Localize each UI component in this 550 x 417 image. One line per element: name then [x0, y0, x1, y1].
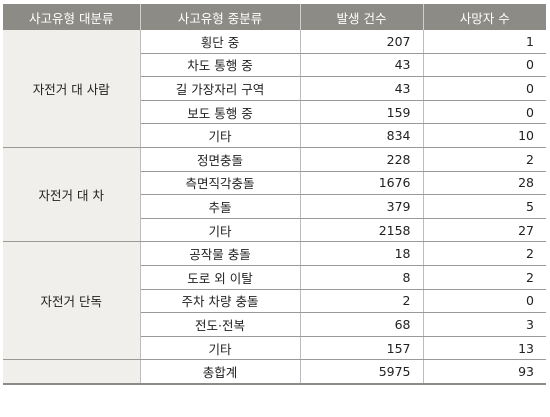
total-blank-cell [3, 359, 141, 385]
deaths-cell: 2 [423, 147, 546, 172]
sub-category-cell: 기타 [140, 218, 301, 243]
deaths-cell: 0 [423, 289, 546, 314]
sub-category-cell: 도로 외 이탈 [140, 265, 301, 290]
deaths-cell: 2 [423, 265, 546, 290]
count-cell: 2158 [300, 218, 424, 243]
count-cell: 2 [300, 289, 424, 314]
total-row: 총합계 5975 93 [3, 359, 546, 385]
count-cell: 18 [300, 241, 424, 266]
count-cell: 43 [300, 76, 424, 101]
header-row: 사고유형 대분류 사고유형 중분류 발생 건수 사망자 수 [3, 4, 546, 30]
count-cell: 157 [300, 336, 424, 361]
deaths-cell: 0 [423, 76, 546, 101]
deaths-cell: 3 [423, 312, 546, 337]
deaths-cell: 27 [423, 218, 546, 243]
table-row: 자전거 대 차 정면충돌 228 2 [3, 147, 546, 243]
deaths-cell: 0 [423, 100, 546, 125]
count-cell: 228 [300, 147, 424, 172]
major-category-cell: 자전거 대 사람 [3, 30, 141, 148]
table-row: 전도·전복 68 3 [3, 312, 546, 337]
count-cell: 159 [300, 100, 424, 125]
deaths-cell: 13 [423, 336, 546, 361]
major-category-cell: 자전거 대 차 [3, 147, 141, 243]
table-row: 기타 2158 27 [3, 218, 546, 243]
table-row: 자전거 대 사람 횡단 중 207 1 [3, 30, 546, 148]
total-count-cell: 5975 [300, 359, 424, 385]
table-row: 도로 외 이탈 8 2 [3, 265, 546, 290]
deaths-cell: 1 [423, 30, 546, 54]
accident-statistics-table: 사고유형 대분류 사고유형 중분류 발생 건수 사망자 수 자전거 대 사람 횡… [3, 4, 546, 385]
table-row: 주차 차량 충돌 2 0 [3, 289, 546, 314]
header-count: 발생 건수 [300, 4, 424, 30]
count-cell: 379 [300, 194, 424, 219]
sub-category-cell: 정면충돌 [140, 147, 301, 172]
header-deaths: 사망자 수 [423, 4, 546, 30]
total-deaths-cell: 93 [423, 359, 546, 385]
sub-category-cell: 전도·전복 [140, 312, 301, 337]
table-row: 자전거 단독 공작물 충돌 18 2 [3, 241, 546, 361]
sub-category-cell: 공작물 충돌 [140, 241, 301, 266]
sub-category-cell: 길 가장자리 구역 [140, 76, 301, 101]
header-major-category: 사고유형 대분류 [3, 4, 141, 30]
count-cell: 1676 [300, 171, 424, 196]
deaths-cell: 2 [423, 241, 546, 266]
sub-category-cell: 기타 [140, 336, 301, 361]
sub-category-cell: 주차 차량 충돌 [140, 289, 301, 314]
table-row: 추돌 379 5 [3, 194, 546, 219]
table-row: 기타 157 13 [3, 336, 546, 361]
deaths-cell: 10 [423, 123, 546, 148]
accident-table-container: 사고유형 대분류 사고유형 중분류 발생 건수 사망자 수 자전거 대 사람 횡… [3, 4, 546, 385]
sub-category-cell: 차도 통행 중 [140, 53, 301, 78]
table-row: 기타 834 10 [3, 123, 546, 148]
total-label-cell: 총합계 [140, 359, 301, 385]
count-cell: 207 [300, 30, 424, 54]
count-cell: 8 [300, 265, 424, 290]
count-cell: 834 [300, 123, 424, 148]
sub-category-cell: 측면직각충돌 [140, 171, 301, 196]
deaths-cell: 28 [423, 171, 546, 196]
sub-category-cell: 추돌 [140, 194, 301, 219]
major-category-cell: 자전거 단독 [3, 241, 141, 361]
deaths-cell: 5 [423, 194, 546, 219]
header-sub-category: 사고유형 중분류 [140, 4, 301, 30]
table-row: 측면직각충돌 1676 28 [3, 171, 546, 196]
sub-category-cell: 횡단 중 [140, 30, 301, 54]
count-cell: 43 [300, 53, 424, 78]
table-row: 길 가장자리 구역 43 0 [3, 76, 546, 101]
table-row: 보도 통행 중 159 0 [3, 100, 546, 125]
sub-category-cell: 보도 통행 중 [140, 100, 301, 125]
sub-category-cell: 기타 [140, 123, 301, 148]
count-cell: 68 [300, 312, 424, 337]
table-row: 차도 통행 중 43 0 [3, 53, 546, 78]
deaths-cell: 0 [423, 53, 546, 78]
